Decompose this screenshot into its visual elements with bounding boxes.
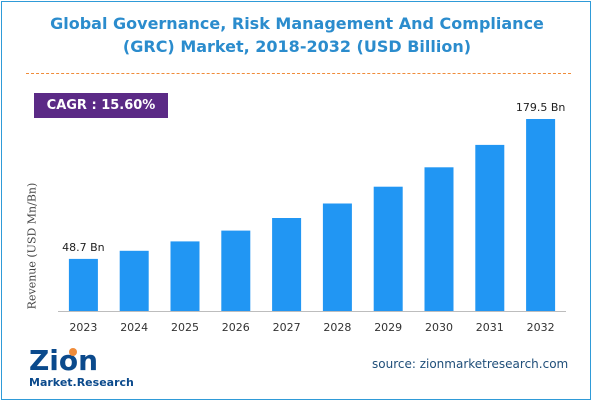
bar-2031 [475, 144, 505, 311]
bar-2030 [424, 167, 454, 311]
chart-title-line-1: Global Governance, Risk Management And C… [50, 14, 544, 33]
x-tick-label-2023: 2023 [69, 321, 97, 334]
zion-logo: Zion Market.Research [29, 344, 134, 389]
logo-subtext: Market.Research [29, 376, 134, 389]
bar-2024 [119, 250, 149, 311]
chart-title-line-2: (GRC) Market, 2018-2032 (USD Billion) [122, 37, 472, 56]
logo-wordmark: Zion [29, 344, 98, 377]
x-tick-label-2026: 2026 [222, 321, 250, 334]
bar-2032 [526, 119, 556, 311]
x-tick-label-2028: 2028 [323, 321, 351, 334]
x-tick-label-2025: 2025 [171, 321, 199, 334]
x-tick-label-2029: 2029 [374, 321, 402, 334]
title-divider [26, 73, 571, 74]
bar-2028 [322, 203, 352, 311]
bar-2023 [68, 258, 98, 311]
cagr-badge: CAGR : 15.60% [34, 93, 168, 118]
x-tick-label-2032: 2032 [527, 321, 555, 334]
bar-2026 [221, 230, 251, 311]
x-tick-label-2031: 2031 [476, 321, 504, 334]
source-label: source: zionmarketresearch.com [372, 357, 569, 371]
x-tick-label-2024: 2024 [120, 321, 148, 334]
data-label-2032: 179.5 Bn [516, 101, 566, 114]
bar-2029 [373, 186, 403, 311]
data-label-2023: 48.7 Bn [62, 241, 105, 254]
logo-dot-icon [69, 348, 77, 356]
x-tick-label-2030: 2030 [425, 321, 453, 334]
x-tick-label-2027: 2027 [273, 321, 301, 334]
bar-2027 [272, 218, 302, 311]
bar-2025 [170, 241, 200, 311]
